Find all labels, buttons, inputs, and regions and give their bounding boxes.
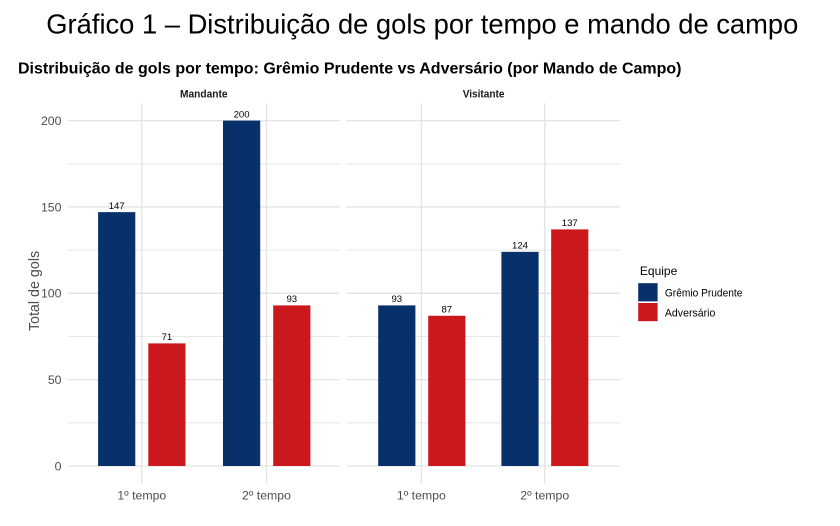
svg-text:1º tempo: 1º tempo <box>117 489 166 503</box>
svg-text:Distribuição de gols por tempo: Distribuição de gols por tempo: Grêmio P… <box>18 61 682 78</box>
svg-text:87: 87 <box>441 305 452 316</box>
svg-text:Gráfico 1 – Distribuição de go: Gráfico 1 – Distribuição de gols por tem… <box>46 8 798 39</box>
svg-text:71: 71 <box>162 332 173 343</box>
svg-text:150: 150 <box>41 200 62 214</box>
svg-text:Mandante: Mandante <box>180 88 228 100</box>
svg-text:93: 93 <box>391 294 402 305</box>
svg-text:100: 100 <box>41 287 62 301</box>
svg-text:Grêmio Prudente: Grêmio Prudente <box>665 288 743 300</box>
svg-text:1º tempo: 1º tempo <box>397 489 446 503</box>
svg-text:200: 200 <box>234 109 250 120</box>
svg-text:2º tempo: 2º tempo <box>242 489 291 503</box>
svg-text:Equipe: Equipe <box>640 264 678 278</box>
svg-text:Total de gols: Total de gols <box>27 251 43 331</box>
svg-text:Visitante: Visitante <box>463 88 505 100</box>
svg-text:147: 147 <box>109 201 125 212</box>
svg-text:50: 50 <box>48 373 62 387</box>
svg-text:2º tempo: 2º tempo <box>520 489 569 503</box>
svg-text:200: 200 <box>41 114 62 128</box>
svg-text:Adversário: Adversário <box>665 308 716 320</box>
svg-text:0: 0 <box>55 459 62 473</box>
svg-text:137: 137 <box>562 218 578 229</box>
svg-text:124: 124 <box>512 241 529 252</box>
svg-text:93: 93 <box>286 294 297 305</box>
